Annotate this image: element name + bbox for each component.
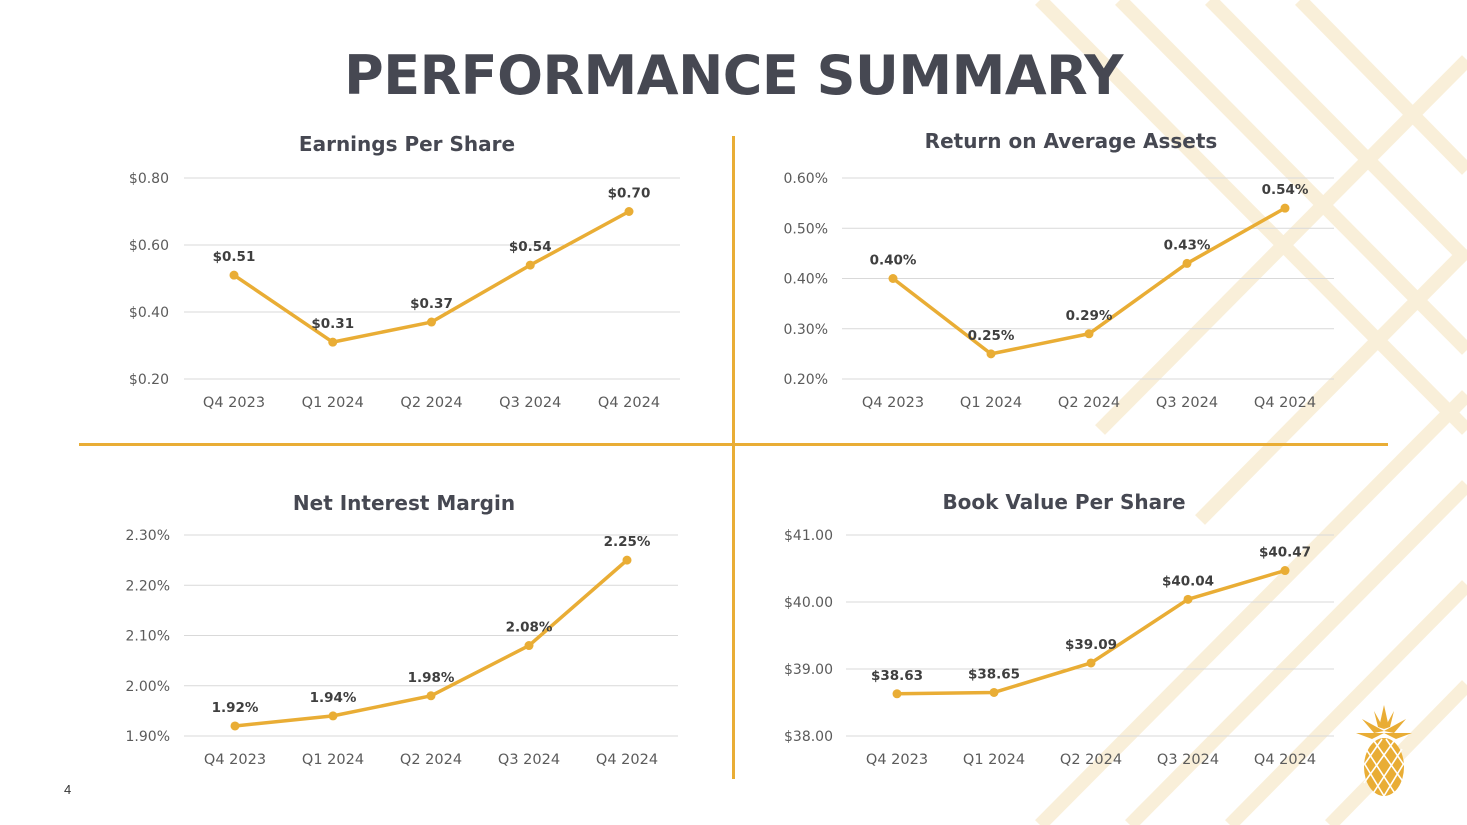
x-tick-label: Q4 2023 (203, 395, 265, 411)
y-tick-label: 1.90% (126, 729, 170, 745)
data-point (524, 641, 534, 651)
x-tick-label: Q4 2023 (204, 752, 266, 768)
data-label: $38.63 (871, 668, 923, 684)
chart-title: Net Interest Margin (293, 491, 515, 515)
data-label: 1.94% (310, 690, 357, 706)
y-tick-label: 0.60% (784, 171, 828, 187)
data-label: $38.65 (968, 666, 1020, 682)
x-tick-label: Q2 2024 (1058, 395, 1120, 411)
y-tick-label: $39.00 (784, 662, 833, 678)
page-title: PERFORMANCE SUMMARY (344, 44, 1123, 107)
x-tick-label: Q1 2024 (963, 752, 1025, 768)
y-tick-label: $41.00 (784, 528, 833, 544)
page-number: 4 (64, 782, 72, 797)
x-tick-label: Q1 2024 (302, 395, 364, 411)
data-point (525, 260, 535, 270)
data-point (888, 274, 898, 283)
y-tick-label: 2.10% (126, 629, 170, 645)
data-point (1280, 203, 1290, 213)
vertical-divider (732, 136, 735, 779)
x-tick-label: Q1 2024 (960, 395, 1022, 411)
x-tick-label: Q3 2024 (498, 752, 560, 768)
y-tick-label: 2.00% (126, 679, 170, 695)
y-tick-label: 0.30% (784, 322, 828, 338)
data-point (229, 270, 239, 280)
data-label: 0.25% (968, 328, 1015, 344)
data-point (892, 689, 902, 699)
horizontal-divider (79, 443, 1388, 446)
data-label: 2.08% (506, 620, 553, 636)
y-tick-label: 2.30% (126, 528, 170, 544)
data-label: $39.09 (1065, 637, 1117, 653)
y-tick-label: $0.80 (129, 171, 169, 187)
y-tick-label: $0.20 (129, 372, 169, 388)
series-line (895, 568, 1287, 696)
chart-title: Return on Average Assets (925, 129, 1218, 153)
data-label: 2.25% (604, 534, 651, 550)
y-tick-label: 0.20% (784, 372, 828, 388)
x-tick-label: Q4 2024 (598, 395, 660, 411)
data-point (427, 317, 436, 327)
data-label: $0.37 (410, 296, 453, 312)
x-tick-label: Q3 2024 (499, 395, 561, 411)
data-label: $0.51 (213, 249, 256, 265)
x-tick-label: Q4 2023 (866, 752, 928, 768)
data-label: 0.43% (1164, 237, 1211, 253)
data-point (230, 721, 240, 731)
chart-title: Earnings Per Share (299, 132, 515, 156)
y-tick-label: $38.00 (784, 729, 833, 745)
data-point (1182, 258, 1192, 268)
y-tick-label: $40.00 (784, 595, 833, 611)
data-point (1280, 566, 1290, 576)
x-tick-label: Q4 2024 (1254, 752, 1316, 768)
x-tick-label: Q3 2024 (1157, 752, 1219, 768)
data-label: $0.31 (311, 316, 354, 332)
data-label: $40.04 (1162, 573, 1214, 589)
data-label: 1.92% (212, 700, 259, 716)
data-point (624, 207, 634, 216)
x-tick-label: Q2 2024 (400, 752, 462, 768)
y-tick-label: 0.50% (784, 221, 828, 237)
chart-title: Book Value Per Share (942, 490, 1185, 514)
x-tick-label: Q4 2024 (1254, 395, 1316, 411)
x-tick-label: Q3 2024 (1156, 395, 1218, 411)
data-point (328, 337, 338, 347)
y-tick-label: 0.40% (784, 272, 828, 288)
data-point (989, 687, 999, 697)
x-tick-label: Q2 2024 (400, 395, 462, 411)
data-point (1183, 594, 1193, 604)
data-label: $40.47 (1259, 545, 1311, 561)
data-label: 1.98% (408, 670, 455, 686)
data-label: 0.29% (1066, 308, 1113, 324)
x-tick-label: Q1 2024 (302, 752, 364, 768)
x-tick-label: Q4 2023 (862, 395, 924, 411)
data-point (622, 555, 632, 565)
y-tick-label: $0.40 (129, 305, 169, 321)
data-label: 0.54% (1262, 182, 1309, 198)
x-tick-label: Q2 2024 (1060, 752, 1122, 768)
y-tick-label: $0.60 (129, 238, 169, 254)
pineapple-icon (1356, 705, 1412, 797)
data-point (986, 349, 996, 359)
data-point (1084, 329, 1094, 339)
data-label: $0.54 (509, 239, 552, 255)
data-point (1086, 658, 1096, 668)
data-point (426, 691, 436, 701)
y-tick-label: 2.20% (126, 578, 170, 594)
data-label: 0.40% (870, 253, 917, 269)
data-label: $0.70 (608, 186, 651, 202)
data-point (328, 711, 338, 721)
x-tick-label: Q4 2024 (596, 752, 658, 768)
